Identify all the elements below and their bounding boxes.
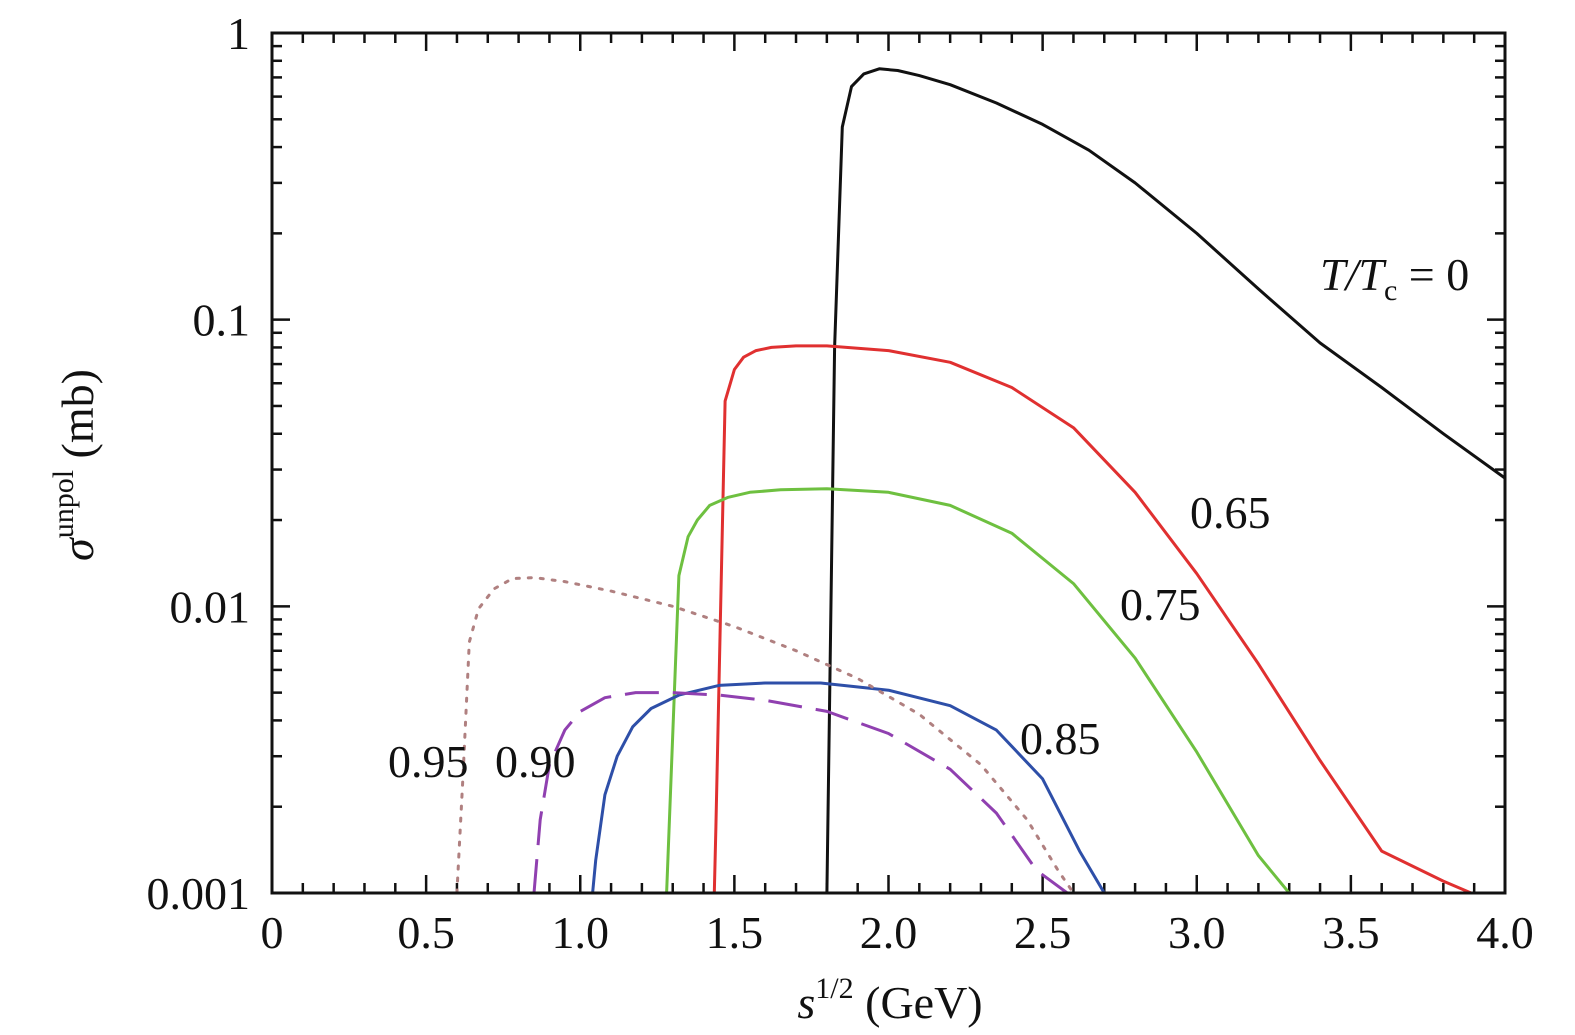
x-tick-label: 1.5 — [706, 907, 764, 958]
series-labels: T/Tc = 0 0.65 0.75 0.85 0.90 0.95 — [388, 249, 1469, 787]
x-axis-title-main: s — [797, 977, 815, 1028]
series-line-0-95 — [455, 576, 1075, 895]
x-tick-label: 1.0 — [552, 907, 610, 958]
y-tick-label: 1 — [227, 8, 250, 59]
y-tick-labels: 0.001 0.01 0.1 1 — [147, 8, 251, 919]
series-line-0-90 — [532, 691, 1069, 895]
y-axis-title-sup: unpol — [47, 470, 80, 538]
series-label: 0.85 — [1020, 713, 1101, 764]
series-label: T/Tc = 0 — [1320, 249, 1469, 307]
y-tick-label: 0.1 — [193, 295, 251, 346]
series-line-T-Tc-0 — [825, 67, 1506, 894]
series-label: 0.90 — [495, 736, 576, 787]
y-tick-label: 0.01 — [170, 581, 251, 632]
x-tick-label: 2.5 — [1014, 907, 1072, 958]
series-curves — [455, 67, 1506, 895]
series-line-0-75 — [665, 487, 1291, 894]
x-tick-label: 2.0 — [860, 907, 918, 958]
x-tick-label: 3.5 — [1322, 907, 1380, 958]
y-tick-label: 0.001 — [147, 868, 251, 919]
x-tick-label: 4.0 — [1476, 907, 1534, 958]
x-axis-title: s1/2 (GeV) — [797, 972, 982, 1028]
series-label: 0.75 — [1120, 579, 1201, 630]
x-tick-labels: 0 0.5 1.0 1.5 2.0 2.5 3.0 3.5 4.0 — [261, 907, 1534, 958]
series-line-0-65 — [712, 344, 1472, 895]
x-tick-label: 0.5 — [397, 907, 455, 958]
plot-frame — [270, 31, 1507, 895]
series-label: 0.65 — [1190, 487, 1271, 538]
series-line-0-85 — [591, 681, 1106, 894]
x-tick-label: 0 — [261, 907, 284, 958]
y-axis-title-main: σ — [52, 536, 103, 561]
y-axis-title: σunpol (mb) — [47, 369, 103, 561]
x-tick-label: 3.0 — [1168, 907, 1226, 958]
y-axis-title-unit: (mb) — [52, 369, 103, 470]
series-label: 0.95 — [388, 736, 469, 787]
x-axis-title-sup: 1/2 — [815, 972, 853, 1005]
x-axis-title-unit: (GeV) — [854, 977, 983, 1028]
